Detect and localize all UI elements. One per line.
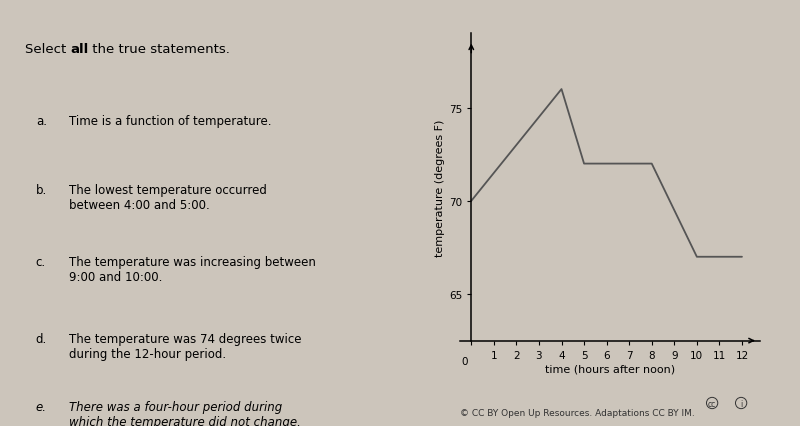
Text: Select: Select	[25, 43, 70, 55]
Text: all: all	[70, 43, 88, 55]
Text: the true statements.: the true statements.	[88, 43, 230, 55]
Text: b.: b.	[36, 183, 47, 196]
Text: c.: c.	[36, 256, 46, 268]
Text: i: i	[740, 399, 742, 408]
Text: There was a four-hour period during
which the temperature did not change.: There was a four-hour period during whic…	[70, 400, 302, 426]
Text: The lowest temperature occurred
between 4:00 and 5:00.: The lowest temperature occurred between …	[70, 183, 267, 211]
Text: e.: e.	[36, 400, 47, 413]
Text: a.: a.	[36, 115, 47, 128]
Text: cc: cc	[708, 399, 716, 408]
Y-axis label: temperature (degrees F): temperature (degrees F)	[435, 119, 445, 256]
Text: Time is a function of temperature.: Time is a function of temperature.	[70, 115, 272, 128]
X-axis label: time (hours after noon): time (hours after noon)	[545, 364, 675, 374]
Text: d.: d.	[36, 332, 47, 345]
Text: 0: 0	[462, 356, 468, 366]
Text: The temperature was increasing between
9:00 and 10:00.: The temperature was increasing between 9…	[70, 256, 316, 284]
Text: © CC BY Open Up Resources. Adaptations CC BY IM.: © CC BY Open Up Resources. Adaptations C…	[460, 409, 694, 417]
Text: The temperature was 74 degrees twice
during the 12-hour period.: The temperature was 74 degrees twice dur…	[70, 332, 302, 360]
